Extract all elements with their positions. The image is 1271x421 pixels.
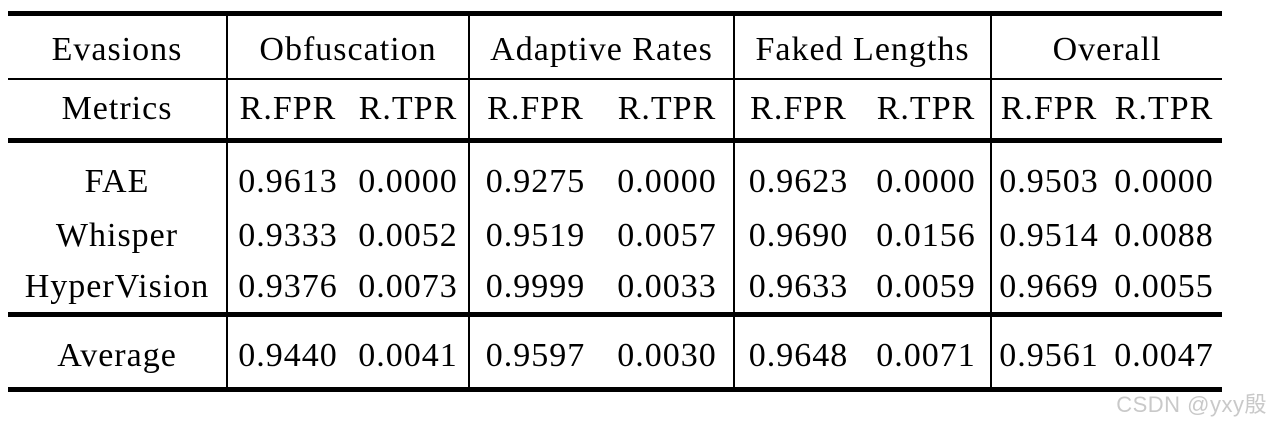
value-cell: 0.0059: [862, 261, 992, 317]
value-cell: 0.0057: [617, 217, 717, 254]
row-label: Whisper: [55, 217, 179, 254]
metric-header: R.TPR: [348, 79, 469, 143]
header-group-adaptive-rates: Adaptive Rates: [467, 13, 735, 80]
value-cell: 0.0000: [358, 163, 458, 200]
value-cell: 0.0088: [1114, 217, 1214, 254]
value-cell: 0.0030: [601, 314, 735, 392]
value-cell: 0.0041: [348, 314, 469, 392]
header-row-metrics: Metrics R.FPR R.TPR R.FPR R.TPR R.FPR R.…: [8, 79, 1223, 143]
metric-header: R.FPR: [226, 79, 348, 143]
row-label: FAE: [84, 163, 150, 200]
metric-header: R.TPR: [862, 79, 992, 143]
value-cell: 0.9690: [733, 211, 863, 261]
value-cell: 0.0000: [1114, 163, 1214, 200]
value-cell: 0.0047: [1106, 314, 1223, 392]
value-cell: 0.9561: [990, 314, 1107, 392]
evasion-metrics-table: Evasions Obfuscation Adaptive Rates Fake…: [8, 11, 1223, 392]
value-cell: 0.0033: [601, 261, 735, 317]
value-cell: 0.9597: [468, 314, 601, 392]
value-cell: 0.9333: [226, 211, 348, 261]
value-cell: 0.9514: [990, 211, 1107, 261]
metric-header: R.FPR: [990, 79, 1107, 143]
table-row-whisper: Whisper 0.9333 0.0052 0.9519 0.0057 0.96…: [8, 211, 1222, 261]
value-cell: 0.9519: [468, 211, 601, 261]
header-group-obfuscation: Obfuscation: [226, 13, 469, 80]
value-cell: 0.0052: [358, 217, 458, 254]
value-cell: 0.9503: [990, 140, 1107, 211]
value-cell: 0.9440: [226, 314, 348, 392]
value-cell: 0.0071: [862, 314, 992, 392]
value-cell: 0.9613: [226, 140, 348, 211]
header-metrics-label: Metrics: [8, 79, 227, 143]
row-label: HyperVision: [8, 261, 227, 317]
value-cell: 0.9648: [733, 314, 863, 392]
value-cell: 0.0055: [1106, 261, 1223, 317]
table-row-average: Average 0.9440 0.0041 0.9597 0.0030 0.96…: [8, 314, 1223, 392]
table-row-fae: FAE 0.9613 0.0000 0.9275 0.0000 0.9623 0…: [8, 140, 1222, 211]
value-cell: 0.0000: [876, 163, 976, 200]
header-row-evasions: Evasions Obfuscation Adaptive Rates Fake…: [8, 13, 1223, 80]
metric-header: R.TPR: [601, 79, 735, 143]
table-row-hypervision: HyperVision 0.9376 0.0073 0.9999 0.0033 …: [8, 261, 1223, 317]
header-group-overall: Overall: [990, 13, 1223, 80]
value-cell: 0.9669: [990, 261, 1107, 317]
header-evasions-label: Evasions: [8, 13, 227, 80]
metric-header: R.FPR: [468, 79, 601, 143]
row-label: Average: [8, 314, 227, 392]
value-cell: 0.9376: [226, 261, 348, 317]
header-group-faked-lengths: Faked Lengths: [733, 13, 992, 80]
value-cell: 0.9623: [733, 140, 863, 211]
value-cell: 0.9999: [468, 261, 601, 317]
value-cell: 0.0073: [348, 261, 469, 317]
value-cell: 0.0156: [876, 217, 976, 254]
value-cell: 0.9633: [733, 261, 863, 317]
metric-header: R.FPR: [733, 79, 863, 143]
value-cell: 0.9275: [468, 140, 601, 211]
metric-header: R.TPR: [1106, 79, 1223, 143]
value-cell: 0.0000: [617, 163, 717, 200]
